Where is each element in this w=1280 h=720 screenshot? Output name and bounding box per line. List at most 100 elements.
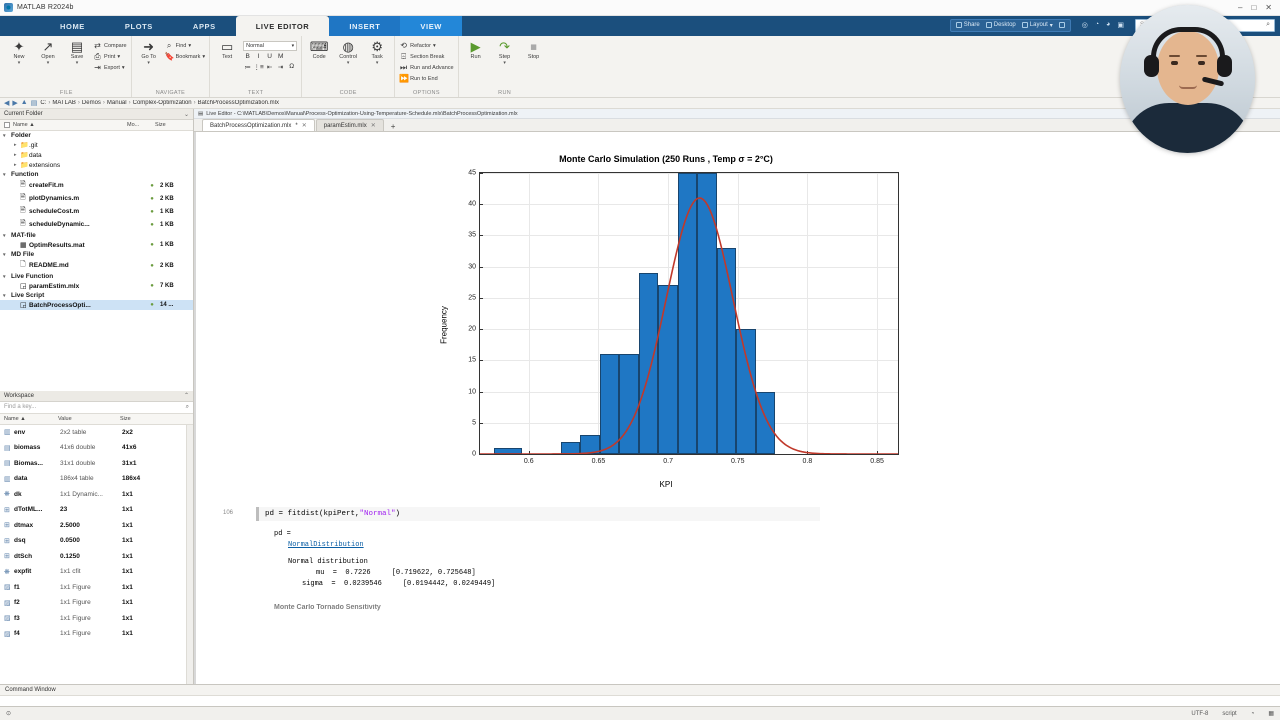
tree-group-live-function[interactable]: ▾ Live Function	[3, 273, 54, 280]
workspace-list[interactable]: ▥ env 2x2 table 2x2 ▤ biomass 41x6 doubl…	[0, 424, 186, 684]
new-tab-button[interactable]: +	[390, 122, 396, 131]
compare-button[interactable]: ⇄ Compare	[94, 41, 127, 50]
bulleted-list-icon[interactable]: ≔	[244, 63, 251, 71]
close-icon[interactable]: ✕	[301, 123, 307, 129]
community-icon[interactable]: ◕	[1106, 21, 1111, 28]
tree-item-paramestim[interactable]: ◲ paramEstim.mlx ● 7 KB	[20, 282, 174, 291]
tree-group-folder[interactable]: ▾ Folder	[3, 132, 31, 139]
workspace-row[interactable]: ⊞ dtSch 0.1250 1x1	[4, 552, 133, 561]
workspace-row[interactable]: ▨ f1 1x1 Figure 1x1	[4, 583, 133, 592]
tree-item-batchprocessoptimization[interactable]: ◲ BatchProcessOpti... ● 14 ...	[0, 300, 193, 310]
code-cell[interactable]: pd = fitdist(kpiPert,"Normal")	[256, 507, 820, 521]
insert-code-button[interactable]: ⌨ Code	[309, 39, 329, 60]
tree-item-createfit[interactable]: 🗎 createFit.m ● 2 KB	[20, 181, 174, 189]
tree-group-md-file[interactable]: ▾ MD File	[3, 251, 35, 258]
tree-item-schedulecost[interactable]: 🗎 scheduleCost.m ● 1 KB	[20, 207, 174, 215]
breadcrumb-item-2[interactable]: Demos	[81, 100, 101, 106]
close-icon[interactable]: ✕	[370, 123, 376, 129]
breadcrumb-item-5[interactable]: BatchProcessOptimization.mlx	[197, 100, 280, 106]
tree-item-plotdynamics[interactable]: 🗎 plotDynamics.m ● 2 KB	[20, 194, 174, 202]
addons-icon[interactable]: ◎	[1081, 22, 1088, 29]
share-button[interactable]: Share	[955, 22, 980, 28]
ws-column-name[interactable]: Name ▲	[4, 415, 26, 422]
text-style-select[interactable]: Normal ▾	[243, 41, 298, 51]
workspace-scrollbar[interactable]	[186, 424, 193, 684]
panel-menu-icon[interactable]: ⌄	[183, 111, 189, 118]
run-and-advance-button[interactable]: ⏭ Run and Advance	[400, 63, 454, 72]
tab-apps[interactable]: APPS	[192, 21, 216, 31]
editor-tab-batchprocessoptimization[interactable]: BatchProcessOptimization.mlx * ✕	[202, 119, 315, 131]
live-script-canvas[interactable]: Monte Carlo Simulation (250 Runs , Temp …	[194, 132, 1280, 684]
forward-arrow-icon[interactable]: ▶	[12, 100, 18, 107]
stop-button[interactable]: ⏹ Stop	[527, 39, 540, 60]
column-modified[interactable]: Mo...	[127, 122, 140, 128]
tab-insert[interactable]: INSERT	[329, 16, 401, 36]
workspace-row[interactable]: ▨ f2 1x1 Figure 1x1	[4, 599, 133, 607]
run-to-end-button[interactable]: ⏩ Run to End	[399, 74, 438, 83]
tree-group-function[interactable]: ▾ Function	[3, 171, 39, 178]
grid-icon[interactable]: ▦	[1268, 711, 1274, 717]
find-button[interactable]: ⌕ Find ▾	[165, 41, 206, 51]
workspace-row[interactable]: ⊞ dTotML... 23 1x1	[4, 506, 133, 514]
column-size[interactable]: Size	[155, 122, 166, 128]
workspace-row[interactable]: ▨ f4 1x1 Figure 1x1	[4, 630, 133, 638]
symbol-icon[interactable]: Ω	[289, 63, 295, 70]
workspace-row[interactable]: ▤ biomass 41x6 double 41x6	[4, 444, 137, 452]
open-button[interactable]: ↗ Open ▾	[41, 39, 55, 66]
browse-folder-icon[interactable]: ▤	[30, 100, 38, 107]
tree-group-mat-file[interactable]: ▾ MAT-file	[3, 232, 36, 239]
breadcrumb[interactable]: C: › MATLAB › Demos › Manual › Complex-O…	[40, 100, 280, 106]
up-folder-icon[interactable]: ▲	[20, 99, 28, 106]
gear-icon[interactable]	[1058, 22, 1065, 28]
editor-tab-paramestim[interactable]: paramEstim.mlx ✕	[315, 119, 384, 131]
breadcrumb-item-0[interactable]: C:	[40, 100, 47, 106]
insert-task-button[interactable]: ⚙ Task ▾	[371, 39, 383, 66]
workspace-filter-input[interactable]: Find a key... ⌕	[0, 401, 193, 414]
layout-button[interactable]: Layout ▾	[1021, 22, 1053, 29]
output-type-link[interactable]: NormalDistribution	[288, 541, 364, 549]
save-button[interactable]: ▤ Save ▾	[70, 39, 84, 66]
tree-item-scheduledynamics[interactable]: 🗎 scheduleDynamic... ● 1 KB	[20, 220, 174, 228]
numbered-list-icon[interactable]: ⋮≡	[253, 63, 264, 71]
go-to-button[interactable]: ➜ Go To ▾	[141, 39, 156, 66]
ws-column-size[interactable]: Size	[120, 415, 131, 422]
ws-column-value[interactable]: Value	[58, 415, 72, 422]
tab-home[interactable]: HOME	[60, 21, 85, 31]
tree-item-extensions[interactable]: ▸ 📁 extensions	[14, 161, 61, 170]
select-all-checkbox[interactable]	[4, 122, 10, 128]
tree-group-live-script[interactable]: ▾ Live Script	[3, 292, 45, 299]
workspace-row[interactable]: ▤ Biomas... 31x1 double 31x1	[4, 459, 137, 468]
current-folder-tree[interactable]: ▾ Folder ▸ 📁 .git ▸ 📁 data	[0, 131, 193, 391]
bookmark-button[interactable]: 🔖 Bookmark ▾	[164, 52, 206, 61]
text-button[interactable]: ▭ Text	[221, 39, 234, 60]
workspace-row[interactable]: ⊞ dsq 0.0500 1x1	[4, 537, 133, 545]
workspace-row[interactable]: ⊞ dtmax 2.5000 1x1	[4, 521, 133, 530]
tree-item-optimresults[interactable]: ▦ OptimResults.mat ● 1 KB	[20, 241, 174, 250]
run-button[interactable]: ▶ Run	[470, 39, 481, 60]
tab-view[interactable]: VIEW	[400, 16, 462, 36]
breadcrumb-item-1[interactable]: MATLAB	[52, 100, 76, 106]
insert-control-button[interactable]: ◍ Control ▾	[339, 39, 358, 66]
bold-icon[interactable]: B	[245, 53, 250, 60]
workspace-row[interactable]: ▥ env 2x2 table 2x2	[4, 428, 133, 437]
monospace-icon[interactable]: M	[277, 53, 284, 60]
print-button[interactable]: ⎙ Print ▾	[94, 52, 121, 61]
step-button[interactable]: ↷ Step ▾	[498, 39, 511, 66]
help-icon[interactable]: ◔	[1094, 21, 1100, 28]
column-name[interactable]: Name ▲	[13, 122, 35, 128]
workspace-row[interactable]: ▨ f3 1x1 Figure 1x1	[4, 614, 133, 623]
new-button[interactable]: ✦ New ▾	[13, 39, 25, 66]
breadcrumb-item-4[interactable]: Complex-Optimization	[132, 100, 192, 106]
breadcrumb-item-3[interactable]: Manual	[106, 100, 127, 106]
tab-live-editor[interactable]: LIVE EDITOR	[235, 16, 330, 36]
close-button[interactable]: ✕	[1265, 2, 1272, 12]
increase-indent-icon[interactable]: ⇥	[277, 63, 284, 71]
workspace-row[interactable]: ❋ expfit 1x1 cfit 1x1	[4, 568, 133, 576]
workspace-row[interactable]: ❋ dk 1x1 Dynamic... 1x1	[4, 490, 133, 499]
workspace-row[interactable]: ▥ data 186x4 table 186x4	[4, 475, 141, 483]
desktop-button[interactable]: Desktop	[985, 22, 1016, 28]
help-icon[interactable]: ◔	[1250, 710, 1255, 717]
section-break-button[interactable]: ⌹ Section Break	[399, 52, 453, 62]
tree-item-data[interactable]: ▸ 📁 data	[14, 151, 42, 160]
tree-item-git[interactable]: ▸ 📁 .git	[14, 141, 38, 150]
